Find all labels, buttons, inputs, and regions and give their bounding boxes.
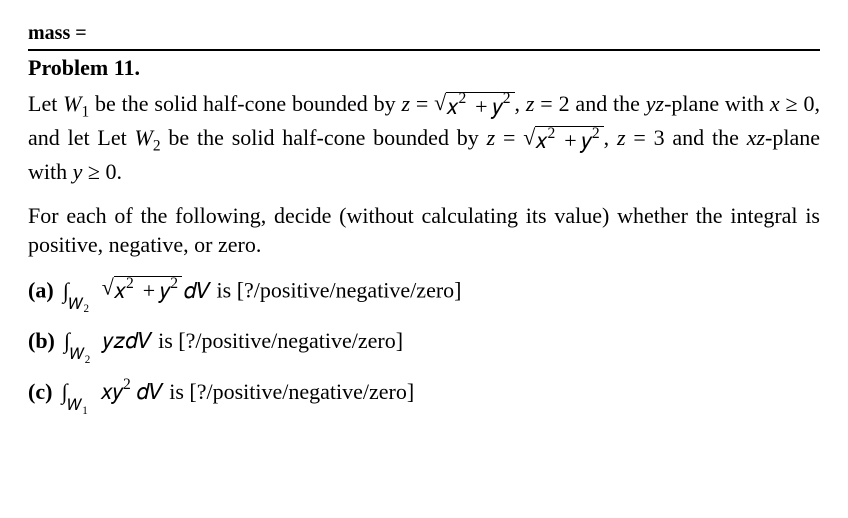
- part-b-tail: is [?/positive/negative/zero]: [153, 328, 403, 353]
- part-b-integral: ∫W2yzdV: [60, 328, 152, 353]
- horizontal-rule: [28, 49, 820, 51]
- part-b: (b) ∫W2yzdV is [?/positive/negative/zero…: [28, 326, 820, 363]
- problem-instruction: For each of the following, decide (witho…: [28, 201, 820, 260]
- part-a-tail: is [?/positive/negative/zero]: [211, 278, 461, 303]
- part-c-integral: ∫W1xy2dV: [58, 379, 164, 404]
- part-c-label: (c): [28, 379, 52, 404]
- part-a-label: (a): [28, 278, 54, 303]
- problem-header: Problem 11.: [28, 53, 820, 83]
- part-a: (a) ∫W2x2+y2dV is [?/positive/negative/z…: [28, 274, 820, 312]
- part-b-label: (b): [28, 328, 55, 353]
- part-c: (c) ∫W1xy2dV is [?/positive/negative/zer…: [28, 377, 820, 414]
- part-a-integral: ∫W2x2+y2dV: [59, 278, 211, 303]
- part-c-tail: is [?/positive/negative/zero]: [164, 379, 414, 404]
- problem-setup: Let W1 be the solid half-cone bounded by…: [28, 89, 820, 187]
- fragment-label: mass =: [28, 22, 87, 44]
- fragment-top: mass =: [28, 20, 820, 47]
